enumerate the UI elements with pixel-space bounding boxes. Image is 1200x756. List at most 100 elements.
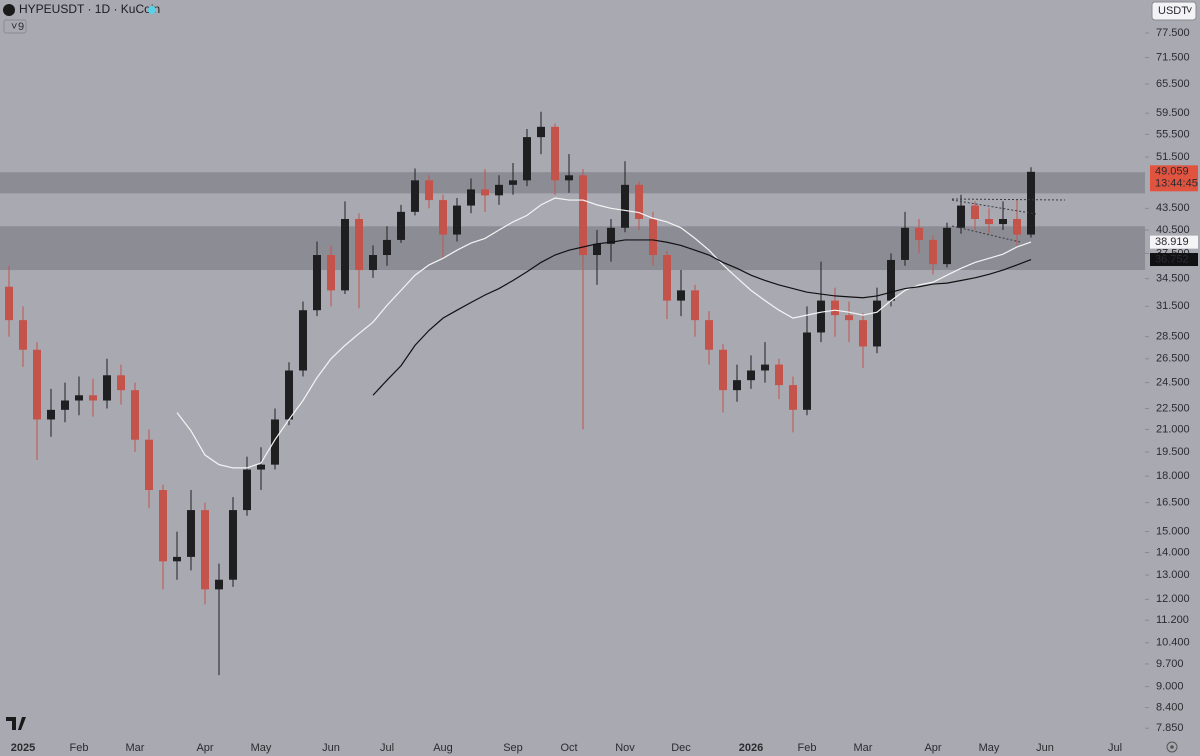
indicator-count[interactable]: 9 [18,21,24,33]
y-tick-label: 26.500 [1156,353,1190,365]
candle-body [957,205,965,228]
x-tick-label: May [979,742,1000,754]
candle-body [33,349,41,420]
candle-body [369,255,377,271]
candle-body [873,300,881,347]
y-tick-label: 24.500 [1156,377,1190,389]
x-tick-label: Jun [1036,742,1054,754]
y-tick-label: 7.850 [1156,722,1184,734]
last-price-tag-countdown: 13:44:45 [1155,178,1198,190]
candle-body [523,137,531,181]
candle-body [243,469,251,511]
y-tick-label: 55.500 [1156,128,1190,140]
x-tick-label: 2026 [739,742,763,754]
currency-box[interactable] [1151,1,1197,21]
candle-body [719,349,727,391]
y-tick-label: 43.500 [1156,202,1190,214]
zones [0,172,1145,271]
candle-body [649,218,657,256]
last-price-tag-box [1150,165,1198,192]
y-tick-label: 10.400 [1156,637,1190,649]
dotted-level [951,198,1066,201]
indicator-arrow: ˅ [11,21,17,33]
settings-button[interactable] [1166,741,1178,753]
y-tick-label: 16.500 [1156,497,1190,509]
y-tick-label: 71.500 [1156,51,1190,63]
candle-body [103,375,111,401]
candle-body [397,211,405,240]
candle-body [789,385,797,410]
ma-price-tag: 38.919 [1155,236,1189,248]
candle-body [257,464,265,470]
candle-body [551,126,559,181]
candle-body [355,218,363,271]
ma-price-tag-box [1150,253,1198,267]
candle-body [831,300,839,316]
x-tick-label: Jun [322,742,340,754]
y-tick-label: 22.500 [1156,402,1190,414]
x-tick-label: Sep [503,742,523,754]
indicator-toggle[interactable] [3,19,27,34]
y-tick-label: 77.500 [1156,27,1190,39]
x-tick-label: Feb [70,742,89,754]
y-tick-label: 12.000 [1156,593,1190,605]
candle-body [327,255,335,291]
tv-logo [6,717,26,730]
candle-body [747,370,755,381]
x-tick-label: Mar [126,742,145,754]
candle-body [467,189,475,206]
candle-body [495,184,503,196]
candle-body [691,290,699,321]
chart-title: HYPEUSDT · 1D · KuCoin [19,2,160,16]
candle-body [607,227,615,244]
candle-body [803,332,811,410]
settings-icon[interactable] [1166,741,1178,753]
candle-body [201,510,209,590]
currency-button[interactable]: USDT ˅ [1151,1,1197,21]
x-tick-label: Apr [196,742,213,754]
candle-body [677,290,685,301]
y-tick-label: 28.500 [1156,331,1190,343]
candle-body [425,180,433,201]
candle-body [299,310,307,371]
candle-body [229,510,237,580]
candles [5,111,1035,676]
candle-body [285,370,293,420]
x-tick-label: May [251,742,272,754]
candle-body [187,510,195,557]
candle-body [439,200,447,235]
candle-body [943,227,951,265]
y-tick-label: 14.000 [1156,546,1190,558]
price-zone [0,172,1145,194]
candle-body [775,364,783,386]
y-tick-label: 31.500 [1156,300,1190,312]
candle-body [61,400,69,410]
candle-body [47,409,55,420]
candle-body [859,320,867,347]
candle-body [817,300,825,333]
candle-body [89,395,97,401]
candle-body [761,364,769,371]
candle-body [173,556,181,562]
y-tick-label: 11.200 [1156,614,1189,626]
candle-body [481,189,489,196]
candle-body [75,395,83,401]
candle-body [845,315,853,321]
moving-average [372,239,1032,396]
candle-body [159,490,167,562]
candle-body [145,439,153,491]
y-tick-label: 13.000 [1156,569,1190,581]
currency-label[interactable]: USDT [1158,5,1188,17]
candle-body [901,227,909,260]
price-zone [0,226,1145,271]
pattern-lines [951,198,1066,243]
last-price-tag: 49.059 [1155,166,1189,178]
logo-mark [6,717,26,730]
candle-body [509,180,517,185]
candle-body [733,380,741,391]
candle-body [313,255,321,311]
candle-body [915,227,923,240]
candle-body [215,579,223,590]
